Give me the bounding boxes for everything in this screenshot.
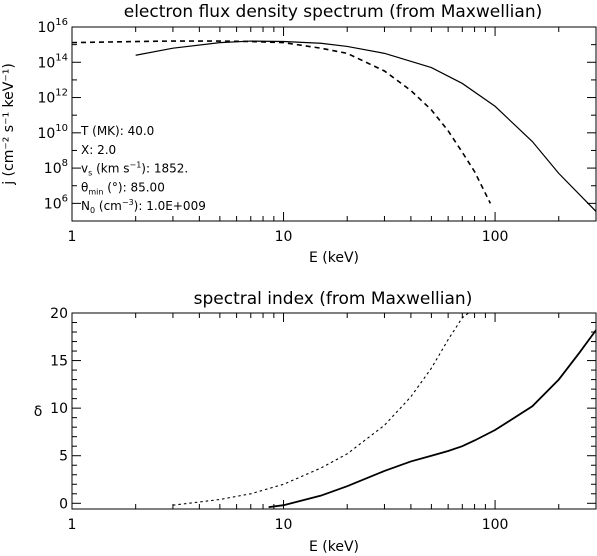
parameter-line: X: 2.0 [81,143,116,157]
flux-y-axis: 106 108 1010 1012 1014 1016 [37,17,596,222]
parameter-line: θmin (°): 85.00 [81,180,165,196]
y-tick-label: 1016 [37,17,68,36]
y-tick-label: 1014 [37,52,68,71]
flux-spectrum-panel: electron flux density spectrum (from Max… [1,2,597,266]
y-tick-label: 106 [44,193,68,212]
index-series-solid-line [268,329,596,508]
flux-x-axis-label: E (keV) [309,250,359,266]
flux-series-solid-line [135,40,596,212]
flux-x-axis: 1 10 100 [68,27,597,245]
index-y-axis: 0 5 10 15 20 [50,306,596,512]
y-tick-label: 10 [50,401,68,417]
y-tick-label: 0 [59,496,68,512]
x-tick-label: 1 [68,517,77,533]
x-tick-label: 10 [275,517,293,533]
flux-plot-frame [71,26,597,222]
parameter-line: vs (km s−1): 1852. [81,161,188,178]
y-tick-label: 108 [44,158,68,177]
index-x-axis-label: E (keV) [309,539,359,555]
index-plot-frame [71,312,597,510]
parameter-line: T (MK): 40.0 [80,124,154,138]
parameter-line: N0 (cm−3): 1.0E+009 [81,198,206,215]
index-chart-title: spectral index (from Maxwellian) [194,289,473,309]
flux-series-dashed-line [72,40,492,204]
y-tick-label: 5 [59,449,68,465]
x-tick-label: 1 [68,229,77,245]
index-series-dotted-line [172,313,469,506]
flux-series-group [72,40,596,212]
spectral-index-panel: spectral index (from Maxwellian) 1 10 100 … [34,289,597,555]
x-tick-label: 100 [482,229,509,245]
flux-chart-title: electron flux density spectrum (from Max… [124,2,542,22]
flux-parameters-legend: T (MK): 40.0 X: 2.0 vs (km s−1): 1852. θmin… [80,124,206,215]
index-x-axis: 1 10 100 [68,313,597,533]
flux-y-axis-label: j (cm⁻² s⁻¹ keV⁻¹) [1,63,17,186]
x-tick-label: 10 [275,229,293,245]
index-series-group [172,313,596,508]
y-tick-label: 1012 [37,88,68,107]
index-y-axis-label: δ [34,404,43,420]
y-tick-label: 20 [50,306,68,322]
y-tick-label: 1010 [37,123,68,142]
y-tick-label: 15 [50,354,68,370]
x-tick-label: 100 [482,517,509,533]
